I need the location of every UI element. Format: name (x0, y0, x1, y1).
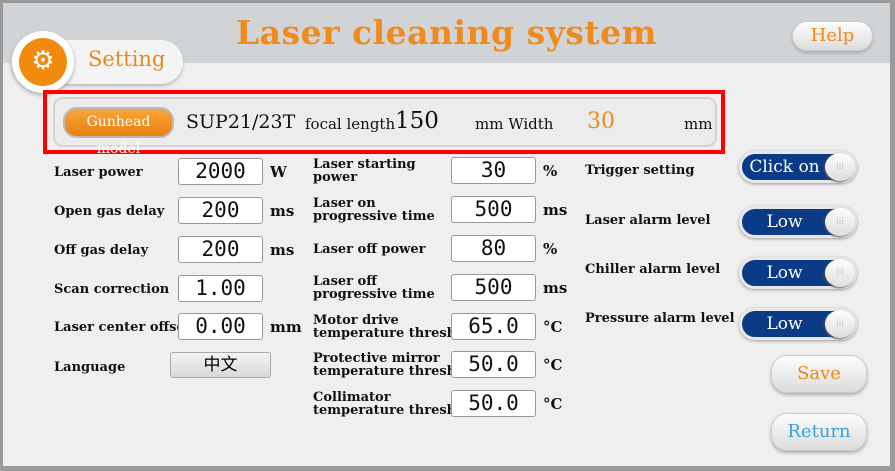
save-button[interactable]: Save (771, 355, 867, 393)
gears-icon: ⚙ (19, 38, 67, 86)
label-line-1: Protective mirror (313, 351, 440, 366)
label-line-1: Collimator (313, 390, 391, 405)
label-line-1: Laser off power (313, 242, 426, 257)
label-line-1: Laser off (313, 274, 377, 289)
toggle-state: Click on (749, 157, 820, 177)
mm-width-label: mm Width (475, 115, 554, 133)
toggle-knob-icon: ⁞⁞⁞ (825, 259, 855, 287)
left-field-label: Open gas delay (54, 204, 165, 219)
middle-field-unit: °C (543, 318, 563, 336)
label-line-2: progressive time (313, 209, 435, 224)
setting-toggle[interactable]: Low ⁞⁞⁞ (739, 308, 857, 340)
label-line-1: Motor drive (313, 313, 399, 328)
middle-field-label: Laser on progressive time (313, 197, 435, 223)
middle-field-input[interactable]: 500 (451, 196, 536, 223)
left-field-label: Off gas delay (54, 243, 149, 258)
middle-field-input[interactable]: 50.0 (451, 390, 536, 417)
left-field-input[interactable]: 200 (178, 236, 263, 263)
left-field-unit: mm (270, 318, 302, 336)
middle-field-label: Laser starting power (313, 158, 416, 184)
left-field-unit: W (270, 163, 287, 181)
setting-toggle[interactable]: Low ⁞⁞⁞ (739, 257, 857, 289)
return-button[interactable]: Return (771, 413, 867, 451)
label-line-2: temperature threshold (313, 326, 479, 341)
label-line-2: power (313, 170, 358, 185)
setting-toggle[interactable]: Click on ⁞⁞⁞ (739, 151, 857, 183)
setting-tab-label: Setting (88, 47, 166, 71)
toggle-knob-icon: ⁞⁞⁞ (825, 310, 855, 338)
left-field-input[interactable]: 0.00 (178, 313, 263, 340)
right-setting-label: Trigger setting (585, 163, 695, 178)
left-field-label: Laser center offset (54, 320, 191, 335)
highlight-box (43, 90, 725, 154)
middle-field-unit: °C (543, 356, 563, 374)
middle-field-label: Protective mirror temperature threshold (313, 352, 479, 378)
toggle-knob-icon: ⁞⁞⁞ (825, 153, 855, 181)
width-unit: mm (684, 115, 713, 133)
middle-field-input[interactable]: 80 (451, 235, 536, 262)
language-label: Language (54, 360, 126, 375)
settings-window: Laser cleaning system Help ⚙ Setting Gun… (3, 3, 890, 466)
setting-toggle[interactable]: Low ⁞⁞⁞ (739, 206, 857, 238)
middle-field-input[interactable]: 50.0 (451, 351, 536, 378)
focal-length-value: 150 (395, 108, 439, 134)
label-line-2: progressive time (313, 287, 435, 302)
right-setting-label: Laser alarm level (585, 213, 711, 228)
middle-field-label: Laser off progressive time (313, 275, 435, 301)
label-line-2: temperature threshold (313, 403, 479, 418)
right-setting-label: Chiller alarm level (585, 262, 721, 277)
gunhead-model-value: SUP21/23T (186, 111, 296, 133)
left-field-input[interactable]: 200 (178, 197, 263, 224)
label-line-2: temperature threshold (313, 364, 479, 379)
middle-field-unit: ms (543, 201, 568, 219)
middle-field-label: Collimator temperature threshold (313, 391, 479, 417)
toggle-knob-icon: ⁞⁞⁞ (825, 208, 855, 236)
middle-field-label: Motor drive temperature threshold (313, 314, 479, 340)
left-field-unit: ms (270, 202, 295, 220)
middle-field-input[interactable]: 65.0 (451, 313, 536, 340)
left-field-input[interactable]: 1.00 (178, 275, 263, 302)
middle-field-label: Laser off power (313, 243, 425, 256)
gunhead-model-button[interactable]: Gunhead model (63, 107, 174, 157)
middle-field-unit: % (543, 240, 558, 258)
left-field-label: Scan correction (54, 282, 170, 297)
label-line-1: Laser starting (313, 157, 416, 172)
language-button[interactable]: 中文 (170, 352, 271, 378)
left-field-input[interactable]: 2000 (178, 158, 263, 185)
toggle-state: Low (766, 212, 803, 232)
middle-field-unit: ms (543, 279, 568, 297)
middle-field-input[interactable]: 500 (451, 274, 536, 301)
left-field-label: Laser power (54, 165, 143, 180)
middle-field-unit: % (543, 162, 558, 180)
toggle-state: Low (766, 314, 803, 334)
width-value[interactable]: 30 (587, 109, 615, 134)
left-field-unit: ms (270, 241, 295, 259)
help-button[interactable]: Help (792, 21, 873, 51)
focal-length-label: focal length (305, 115, 396, 133)
toggle-state: Low (766, 263, 803, 283)
right-setting-label: Pressure alarm level (585, 311, 735, 326)
middle-field-unit: °C (543, 395, 563, 413)
label-line-1: Laser on (313, 196, 376, 211)
page-title: Laser cleaning system (235, 13, 658, 52)
middle-field-input[interactable]: 30 (451, 157, 536, 184)
